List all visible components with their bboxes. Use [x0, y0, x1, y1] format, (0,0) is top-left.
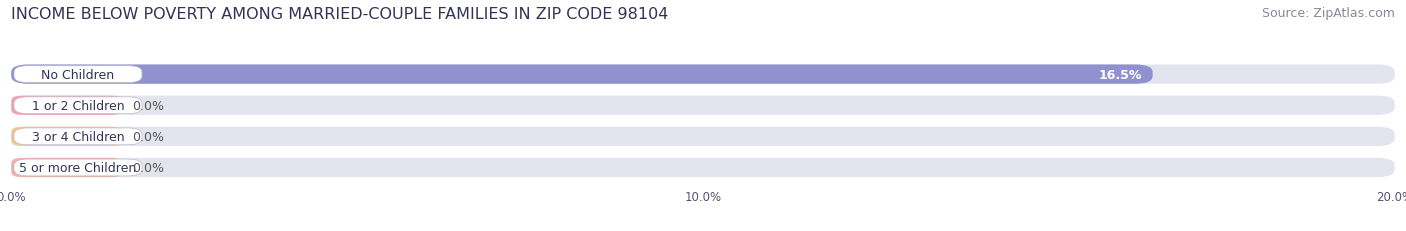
- Text: 16.5%: 16.5%: [1099, 68, 1142, 81]
- FancyBboxPatch shape: [14, 67, 142, 83]
- FancyBboxPatch shape: [11, 127, 122, 146]
- Text: 0.0%: 0.0%: [132, 99, 165, 112]
- FancyBboxPatch shape: [11, 65, 1153, 84]
- FancyBboxPatch shape: [11, 96, 1395, 116]
- FancyBboxPatch shape: [11, 65, 1395, 84]
- Text: INCOME BELOW POVERTY AMONG MARRIED-COUPLE FAMILIES IN ZIP CODE 98104: INCOME BELOW POVERTY AMONG MARRIED-COUPL…: [11, 7, 669, 22]
- Text: 5 or more Children: 5 or more Children: [20, 161, 136, 174]
- Text: 0.0%: 0.0%: [132, 130, 165, 143]
- Text: 3 or 4 Children: 3 or 4 Children: [32, 130, 124, 143]
- Text: 0.0%: 0.0%: [132, 161, 165, 174]
- Text: 1 or 2 Children: 1 or 2 Children: [32, 99, 124, 112]
- FancyBboxPatch shape: [11, 158, 1395, 177]
- FancyBboxPatch shape: [11, 96, 122, 116]
- FancyBboxPatch shape: [14, 128, 142, 145]
- FancyBboxPatch shape: [11, 158, 122, 177]
- FancyBboxPatch shape: [11, 127, 1395, 146]
- Text: Source: ZipAtlas.com: Source: ZipAtlas.com: [1261, 7, 1395, 20]
- FancyBboxPatch shape: [14, 159, 142, 176]
- Text: No Children: No Children: [41, 68, 114, 81]
- FancyBboxPatch shape: [14, 97, 142, 114]
